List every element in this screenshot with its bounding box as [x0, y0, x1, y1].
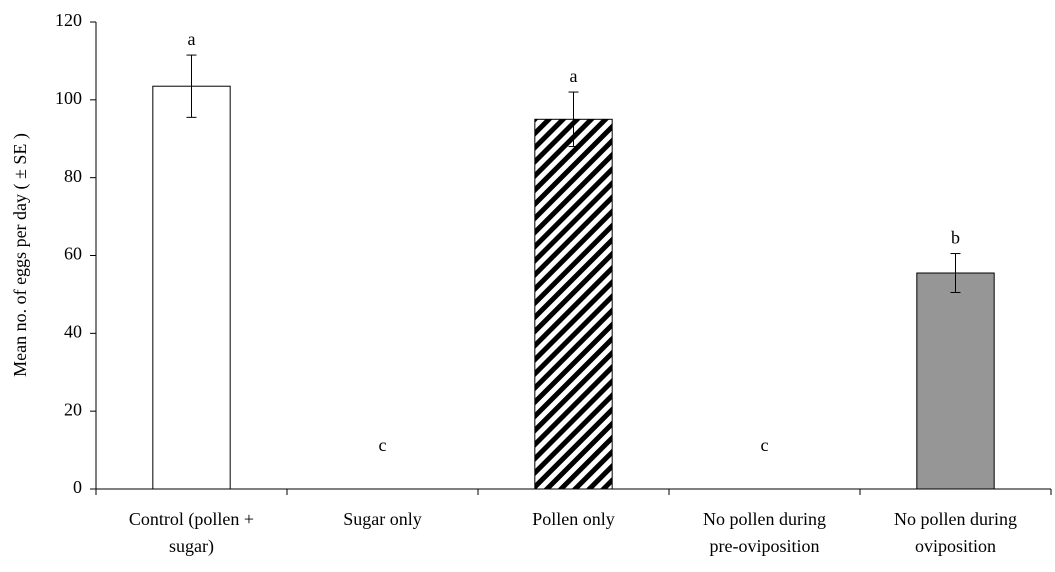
x-tick-label: oviposition [915, 536, 996, 556]
y-tick-label: 0 [73, 477, 82, 497]
x-tick-label: sugar) [169, 536, 214, 557]
y-tick-label: 60 [64, 244, 82, 264]
x-tick-label: Pollen only [532, 509, 615, 529]
significance-letter: c [379, 435, 387, 455]
y-tick-label: 120 [55, 10, 82, 30]
bar [152, 85, 231, 490]
significance-letter: c [761, 435, 769, 455]
y-tick-label: 100 [55, 88, 82, 108]
y-tick-label: 80 [64, 166, 82, 186]
significance-letter: b [951, 228, 960, 248]
x-tick-label: No pollen during [894, 509, 1017, 529]
significance-letter: a [570, 66, 578, 86]
x-tick-label: Control (pollen + [129, 509, 254, 530]
bar [534, 118, 613, 490]
significance-letter: a [188, 29, 196, 49]
x-tick-label: pre-oviposition [710, 536, 820, 556]
y-axis-label: Mean no. of eggs per day ( ± SE ) [10, 133, 31, 377]
y-tick-label: 20 [64, 399, 82, 419]
x-tick-label: Sugar only [343, 509, 422, 529]
x-tick-label: No pollen during [703, 509, 826, 529]
y-tick-label: 40 [64, 321, 82, 341]
bar [916, 272, 995, 490]
